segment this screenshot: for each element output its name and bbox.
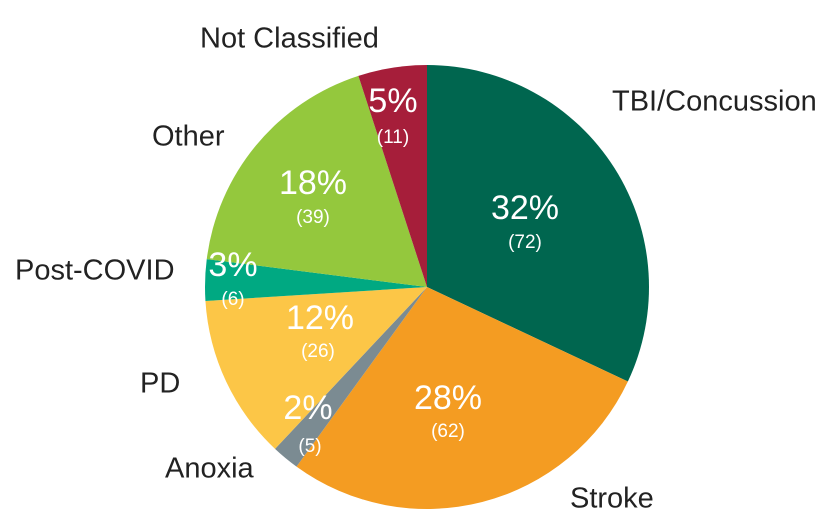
category-label: Anoxia bbox=[165, 453, 255, 485]
percent-label: 18% bbox=[279, 164, 347, 202]
percent-label: 5% bbox=[368, 82, 417, 120]
pie-slice bbox=[205, 259, 427, 301]
percent-label: 32% bbox=[491, 189, 559, 227]
count-label: (62) bbox=[431, 421, 465, 442]
category-label: TBI/Concussion bbox=[612, 86, 817, 118]
category-label: Post-COVID bbox=[15, 255, 175, 287]
count-label: (26) bbox=[301, 341, 335, 362]
pie-slice bbox=[275, 287, 427, 467]
percent-label: 2% bbox=[283, 389, 332, 427]
category-label: Not Classified bbox=[200, 23, 379, 55]
pie-slice bbox=[206, 75, 427, 288]
pie-slice bbox=[205, 287, 427, 449]
count-label: (39) bbox=[296, 207, 330, 228]
pie-slice bbox=[296, 287, 628, 509]
percent-label: 12% bbox=[286, 299, 354, 337]
count-label: (5) bbox=[298, 436, 321, 457]
pie-slice bbox=[427, 65, 649, 382]
count-label: (6) bbox=[221, 289, 244, 310]
pie-slice bbox=[358, 65, 427, 287]
percent-label: 3% bbox=[208, 246, 257, 284]
percent-label: 28% bbox=[414, 379, 482, 417]
count-label: (11) bbox=[377, 127, 409, 148]
category-label: PD bbox=[140, 368, 180, 400]
count-label: (72) bbox=[508, 232, 542, 253]
category-label: Stroke bbox=[570, 483, 654, 515]
category-label: Other bbox=[152, 121, 225, 153]
